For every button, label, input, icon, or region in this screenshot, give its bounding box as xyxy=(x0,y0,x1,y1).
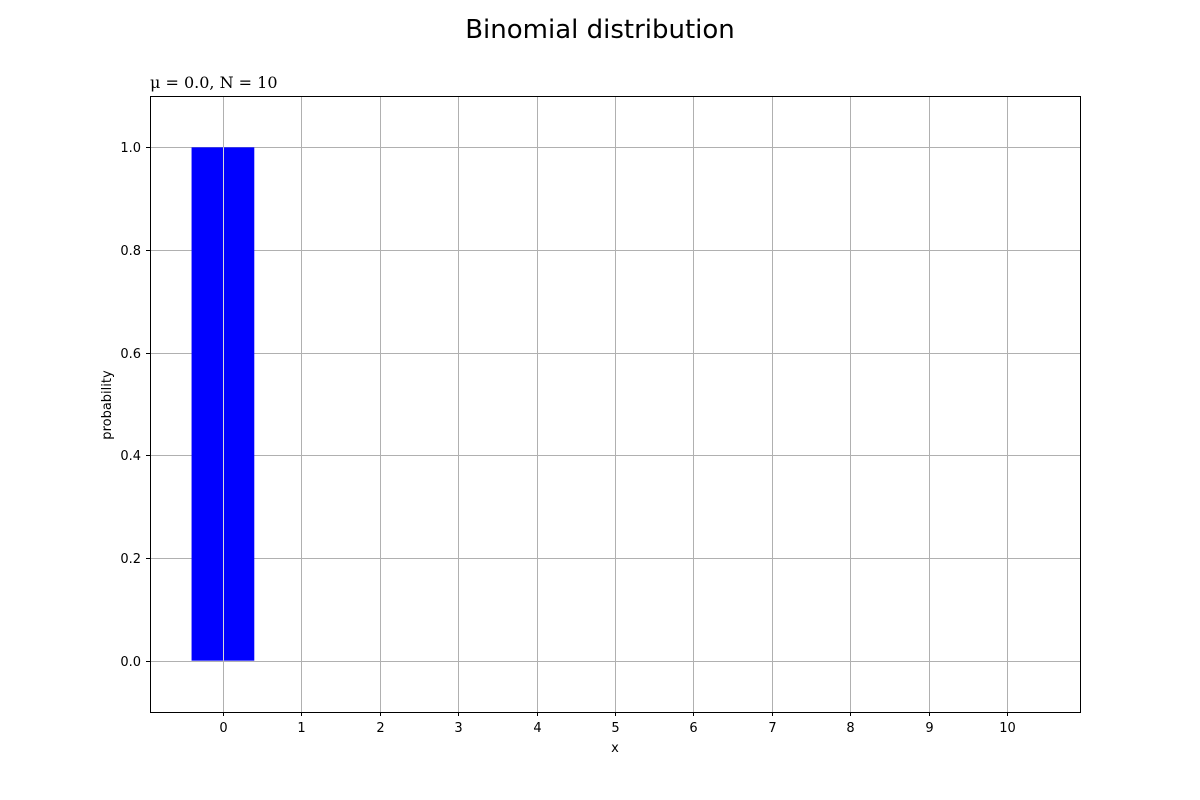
x-tick-label: 10 xyxy=(999,721,1016,736)
y-tick-label: 0.0 xyxy=(120,655,141,670)
y-tick-label: 0.8 xyxy=(120,244,141,259)
bar-layer xyxy=(191,147,255,661)
y-tick-label: 0.2 xyxy=(120,552,141,567)
x-tick-label: 0 xyxy=(219,721,227,736)
grid-layer xyxy=(150,96,1080,712)
x-tick-label: 6 xyxy=(689,721,697,736)
chart-title: Binomial distribution xyxy=(465,15,735,45)
bar-x-0 xyxy=(191,147,255,661)
y-tick-label: 0.4 xyxy=(120,449,141,464)
y-axis-label: probability xyxy=(100,370,115,440)
x-tick-label: 9 xyxy=(925,721,933,736)
x-tick-label: 2 xyxy=(376,721,384,736)
y-tick-label: 1.0 xyxy=(120,141,141,156)
x-tick-label: 1 xyxy=(297,721,305,736)
tick-layer: 0.0 0.2 0.4 0.6 0.8 1.0 0 1 2 3 4 5 6 7 8 9 10 xyxy=(120,141,1015,736)
x-tick-label: 7 xyxy=(768,721,776,736)
x-tick-label: 5 xyxy=(611,721,619,736)
y-tick-label: 0.6 xyxy=(120,347,141,362)
x-tick-label: 8 xyxy=(846,721,854,736)
x-tick-label: 4 xyxy=(533,721,541,736)
chart-subtitle: μ = 0.0, N = 10 xyxy=(150,73,278,92)
x-tick-label: 3 xyxy=(454,721,462,736)
x-axis-label: x xyxy=(611,741,619,756)
